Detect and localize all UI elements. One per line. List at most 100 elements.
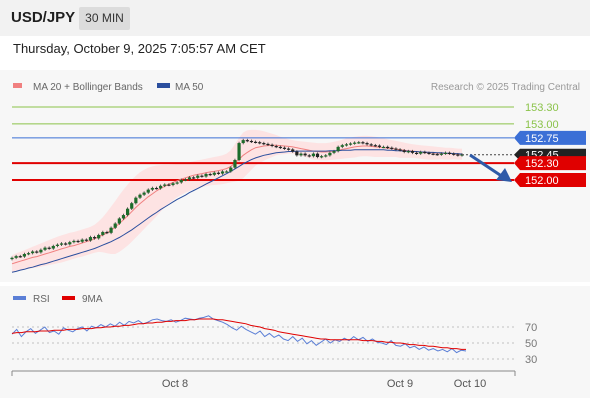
candle [76,240,80,243]
candle [22,254,26,257]
candle [332,151,336,153]
candle [113,223,117,228]
candle [105,232,109,234]
candle [163,184,167,186]
x-tick-label: Oct 8 [162,378,188,390]
forecast-arrow-shaft [469,153,504,179]
price-tag-label: 152.30 [525,158,559,170]
candle [456,154,460,156]
candle [353,142,357,144]
candle [43,247,47,250]
candle [249,140,254,143]
candle [55,244,60,246]
candle [398,149,402,151]
price-tag-152.75: 152.75 [514,130,586,145]
price-tag-bg [514,130,586,145]
price-tag-bg [514,156,586,171]
candle [402,150,406,152]
timestamp: Thursday, October 9, 2025 7:05:57 AM CET [13,41,266,56]
candle [200,175,204,177]
candle [88,237,93,241]
candle [59,243,64,245]
candle [84,239,88,241]
candle [121,215,126,219]
candle [336,146,340,152]
candle [101,232,105,235]
candle [448,152,452,154]
ma50-line [11,149,463,273]
candle [154,187,159,190]
candle [365,143,369,145]
candle [406,151,410,153]
rsi-tick-label: 30 [525,354,537,366]
rsi-line [11,315,467,354]
candle [410,151,415,153]
candle [150,187,154,190]
candle [39,249,43,253]
candle [18,256,22,258]
candle [117,218,121,224]
candle [386,146,390,149]
candle [287,148,291,150]
candle [320,156,324,158]
candle [340,145,344,147]
candle [390,147,394,149]
candle [134,197,138,204]
candle [187,177,192,180]
candle [10,257,14,260]
timeframe-button[interactable]: 30 MIN [79,7,130,30]
ma20-legend-swatch [13,83,22,88]
candle [237,143,241,160]
forecast-arrow-head [496,168,512,182]
candle [159,185,163,189]
candle [64,243,68,245]
candle [72,240,76,243]
candle [303,153,307,156]
candle [439,153,443,155]
candle [229,167,233,172]
price-tag-153.30: 153.30 [525,102,559,114]
candle [295,151,299,156]
candle [299,153,303,156]
rsi-tick-label: 50 [525,338,537,350]
candle [192,177,196,179]
candle [258,142,262,144]
candle [51,245,55,249]
x-tick-label: Oct 10 [454,378,486,390]
candle [68,242,72,245]
candle [262,143,266,145]
candle [26,253,31,255]
ma9-legend-label: 9MA [82,294,103,305]
candle [196,175,200,178]
candle [80,239,84,242]
candle [361,142,365,144]
x-axis: Oct 8 Oct 9 Oct 10 [11,370,516,390]
price-tag-label: 153.00 [525,119,559,131]
price-tag-152.30: 152.30 [514,156,586,171]
candle [216,172,221,174]
candle [328,152,332,156]
candle [344,144,349,146]
ma20-legend-label: MA 20 + Bollinger Bands [33,82,143,93]
candle [278,146,282,149]
rsi-ma-line [11,318,466,350]
candle [253,141,258,143]
candle [266,143,270,146]
x-tick-label: Oct 9 [387,378,413,390]
candle [142,192,146,195]
candle [220,171,225,174]
candle [291,149,295,152]
price-tag-bg [514,173,586,187]
ma50-legend-swatch [157,83,170,88]
candle [138,194,142,198]
candle [167,184,171,186]
candle [282,147,287,149]
candle [31,251,35,254]
candle [423,151,427,154]
rsi-tick-label: 70 [525,322,537,334]
candle [324,155,328,157]
candle [427,152,431,154]
candle [311,153,315,157]
candle [109,227,113,233]
rsi-plot: 70 50 30 [11,315,537,366]
